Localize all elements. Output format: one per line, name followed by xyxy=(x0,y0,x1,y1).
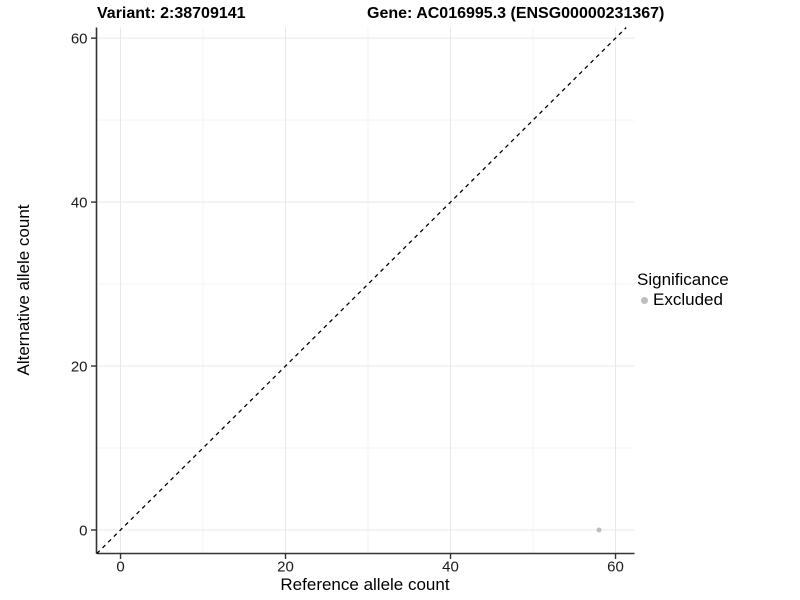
legend-title: Significance xyxy=(637,270,729,289)
y-tick-label: 0 xyxy=(79,522,87,539)
y-tick-label: 20 xyxy=(71,359,88,376)
identity-reference-line xyxy=(96,27,627,554)
y-tick-label: 40 xyxy=(71,195,88,212)
grid-major xyxy=(96,27,635,554)
axis-ticks xyxy=(91,37,617,559)
y-axis-title: Alternative allele count xyxy=(14,204,33,376)
tick-labels: 0 20 40 60 0 20 40 60 xyxy=(71,31,624,576)
x-tick-label: 60 xyxy=(607,559,624,576)
legend: Significance Excluded xyxy=(637,270,729,309)
plot-title-gene: Gene: AC016995.3 (ENSG00000231367) xyxy=(367,5,665,22)
data-point xyxy=(596,527,602,533)
plot-title-variant: Variant: 2:38709141 xyxy=(97,5,246,22)
x-axis-title: Reference allele count xyxy=(280,575,450,594)
legend-item-excluded: Excluded xyxy=(637,291,729,309)
x-tick-label: 20 xyxy=(277,559,294,576)
axis-lines xyxy=(95,27,635,555)
x-tick-label: 40 xyxy=(442,559,459,576)
x-tick-label: 0 xyxy=(116,559,124,576)
grid-minor xyxy=(96,27,635,554)
y-tick-label: 60 xyxy=(71,31,88,48)
circle-marker-icon xyxy=(641,296,648,304)
legend-item-label: Excluded xyxy=(653,290,723,309)
data-points xyxy=(596,527,602,533)
